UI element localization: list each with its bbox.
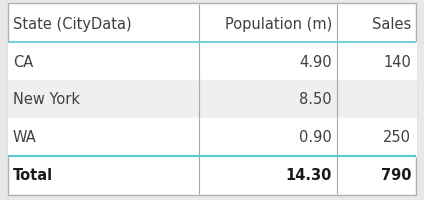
Text: 8.50: 8.50 [299, 92, 332, 107]
Text: 4.90: 4.90 [299, 54, 332, 69]
Text: 140: 140 [383, 54, 411, 69]
Bar [8, 118, 416, 156]
Text: 0.90: 0.90 [299, 130, 332, 145]
Text: Total: Total [13, 168, 53, 183]
Text: State (CityData): State (CityData) [13, 16, 131, 31]
Text: Sales: Sales [372, 16, 411, 31]
Text: 250: 250 [383, 130, 411, 145]
Bar [8, 43, 416, 81]
Text: Population (m): Population (m) [225, 16, 332, 31]
Bar [8, 81, 416, 118]
Text: New York: New York [13, 92, 80, 107]
Text: 790: 790 [381, 168, 411, 183]
Text: WA: WA [13, 130, 36, 145]
Text: CA: CA [13, 54, 33, 69]
Text: 14.30: 14.30 [286, 168, 332, 183]
